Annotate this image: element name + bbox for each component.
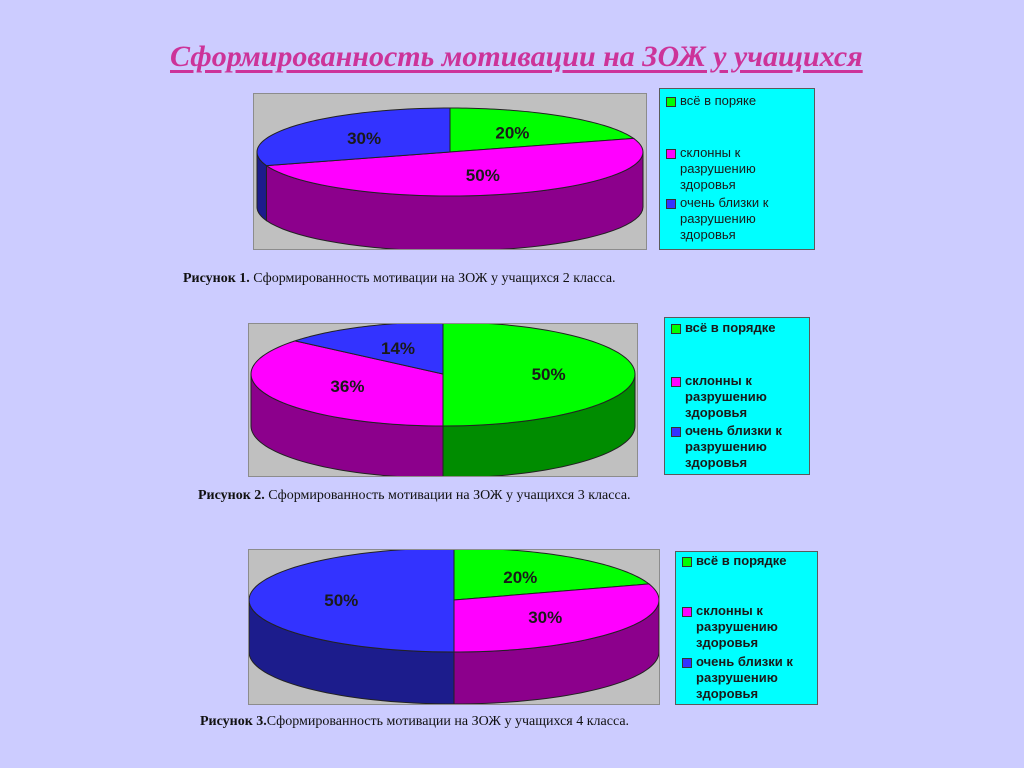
pie-data-label: 30% [347,129,381,148]
pie-slice-3 [256,107,451,167]
chart-2-caption: Рисунок 2. Сформированность мотивации на… [198,488,631,504]
legend-swatch-blue [682,658,692,668]
pie-top [256,107,644,197]
chart-3-plot-area: 20% 30% 50% [248,549,660,705]
caption-figure-number: Рисунок 3. [200,714,267,729]
legend-label: очень близки к разрушению здоровья [685,423,782,470]
pie-slice-1 [442,324,636,427]
pie-data-label: 14% [381,339,415,358]
chart-2-legend-item-2: склонны к разрушению здоровья [671,373,805,421]
pie-slice-2 [264,137,644,197]
pie-data-label: 20% [495,123,529,142]
legend-label: всё в порядке [696,553,787,568]
legend-swatch-magenta [671,377,681,387]
chart-1-pie: 20% 50% 30% [256,107,644,249]
pie-slice-1 [449,107,636,153]
chart-1-legend: всё в поряке склонны к разрушению здоров… [659,88,815,250]
slide-title: Сформированность мотивации на ЗОЖ у учащ… [170,40,863,73]
caption-text: Сформированность мотивации на ЗОЖ у учащ… [264,488,631,503]
pie-slice-2 [453,583,659,653]
legend-swatch-blue [666,199,676,209]
pie-data-label: 30% [528,608,562,627]
legend-label: всё в поряке [680,93,757,108]
pie-slice-2 [250,340,444,427]
chart-3-legend-item-2: склонны к разрушению здоровья [682,603,813,651]
legend-swatch-blue [671,427,681,437]
legend-swatch-green [666,97,676,107]
legend-swatch-magenta [682,607,692,617]
chart-1-legend-item-2: склонны к разрушению здоровья [666,145,810,193]
pie-data-label: 50% [324,591,358,610]
chart-3-legend-item-3: очень близки к разрушению здоровья [682,654,813,702]
chart-1-caption: Рисунок 1. Сформированность мотивации на… [183,271,616,287]
caption-figure-number: Рисунок 2. [198,488,265,503]
chart-1-plot-area: 20% 50% 30% [253,93,647,250]
chart-2-legend-item-3: очень близки к разрушению здоровья [671,423,805,471]
chart-3-legend: всё в порядке склонны к разрушению здоро… [675,551,818,705]
legend-label: склонны к разрушению здоровья [680,145,756,192]
pie-data-label: 50% [466,166,500,185]
caption-text: Сформированность мотивации на ЗОЖ у учащ… [266,714,630,729]
pie-slice-3 [249,550,455,653]
pie-top [249,550,659,653]
pie-slice-3 [293,324,444,375]
legend-label: очень близки к разрушению здоровья [696,654,793,701]
legend-label: всё в порядке [685,320,776,335]
legend-label: очень близки к разрушению здоровья [680,195,769,242]
legend-swatch-magenta [666,149,676,159]
legend-label: склонны к разрушению здоровья [685,373,767,420]
chart-1-legend-item-1: всё в поряке [666,93,810,109]
chart-2-pie: 50% 36% 14% [250,324,636,476]
legend-swatch-green [671,324,681,334]
pie-top [250,324,636,427]
legend-swatch-green [682,557,692,567]
chart-2-legend: всё в порядке склонны к разрушению здоро… [664,317,810,475]
chart-3-legend-item-1: всё в порядке [682,553,813,569]
pie-data-label: 20% [503,568,537,587]
pie-data-label: 36% [330,377,364,396]
chart-3-pie: 20% 30% 50% [249,550,659,704]
caption-text: Сформированность мотивации на ЗОЖ у учащ… [249,271,616,286]
chart-1-legend-item-3: очень близки к разрушению здоровья [666,195,810,243]
pie-data-label: 50% [532,365,566,384]
caption-figure-number: Рисунок 1. [183,271,250,286]
chart-2-plot-area: 50% 36% 14% [248,323,638,477]
chart-2-legend-item-1: всё в порядке [671,320,805,336]
legend-label: склонны к разрушению здоровья [696,603,778,650]
chart-3-caption: Рисунок 3.Сформированность мотивации на … [200,714,629,730]
